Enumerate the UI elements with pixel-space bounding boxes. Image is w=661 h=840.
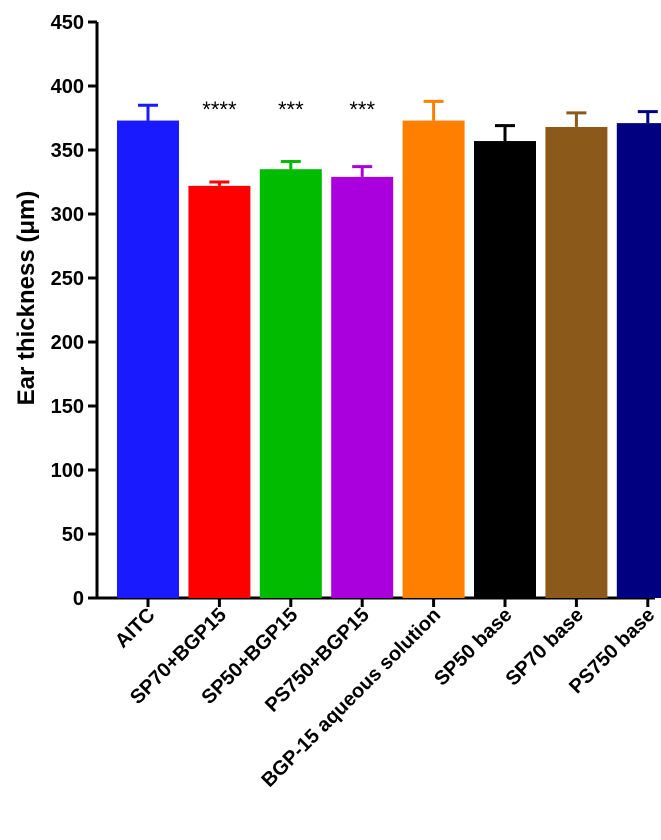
bar xyxy=(331,176,394,598)
significance-label: **** xyxy=(202,97,237,122)
bar xyxy=(117,120,179,598)
bar xyxy=(402,120,465,598)
y-axis-title: Ear thickness (μm) xyxy=(13,191,40,406)
bar xyxy=(616,123,661,599)
y-tick-label: 250 xyxy=(51,268,84,290)
y-tick-label: 200 xyxy=(51,332,84,354)
y-tick-label: 300 xyxy=(51,204,84,226)
plot-area: 050100150200250300350400450AITC****SP70+… xyxy=(51,12,661,792)
significance-label: *** xyxy=(278,97,304,122)
y-tick-label: 350 xyxy=(51,140,84,162)
bar xyxy=(545,126,608,599)
significance-label: *** xyxy=(349,97,375,122)
bar xyxy=(259,169,322,598)
x-category-label: AITC xyxy=(111,604,160,653)
y-tick-label: 50 xyxy=(62,524,84,546)
y-tick-label: 0 xyxy=(73,588,84,610)
y-tick-label: 150 xyxy=(51,396,84,418)
bar xyxy=(188,185,251,598)
y-tick-label: 450 xyxy=(51,12,84,34)
bar xyxy=(474,141,536,599)
y-tick-label: 400 xyxy=(51,76,84,98)
y-tick-label: 100 xyxy=(51,460,84,482)
